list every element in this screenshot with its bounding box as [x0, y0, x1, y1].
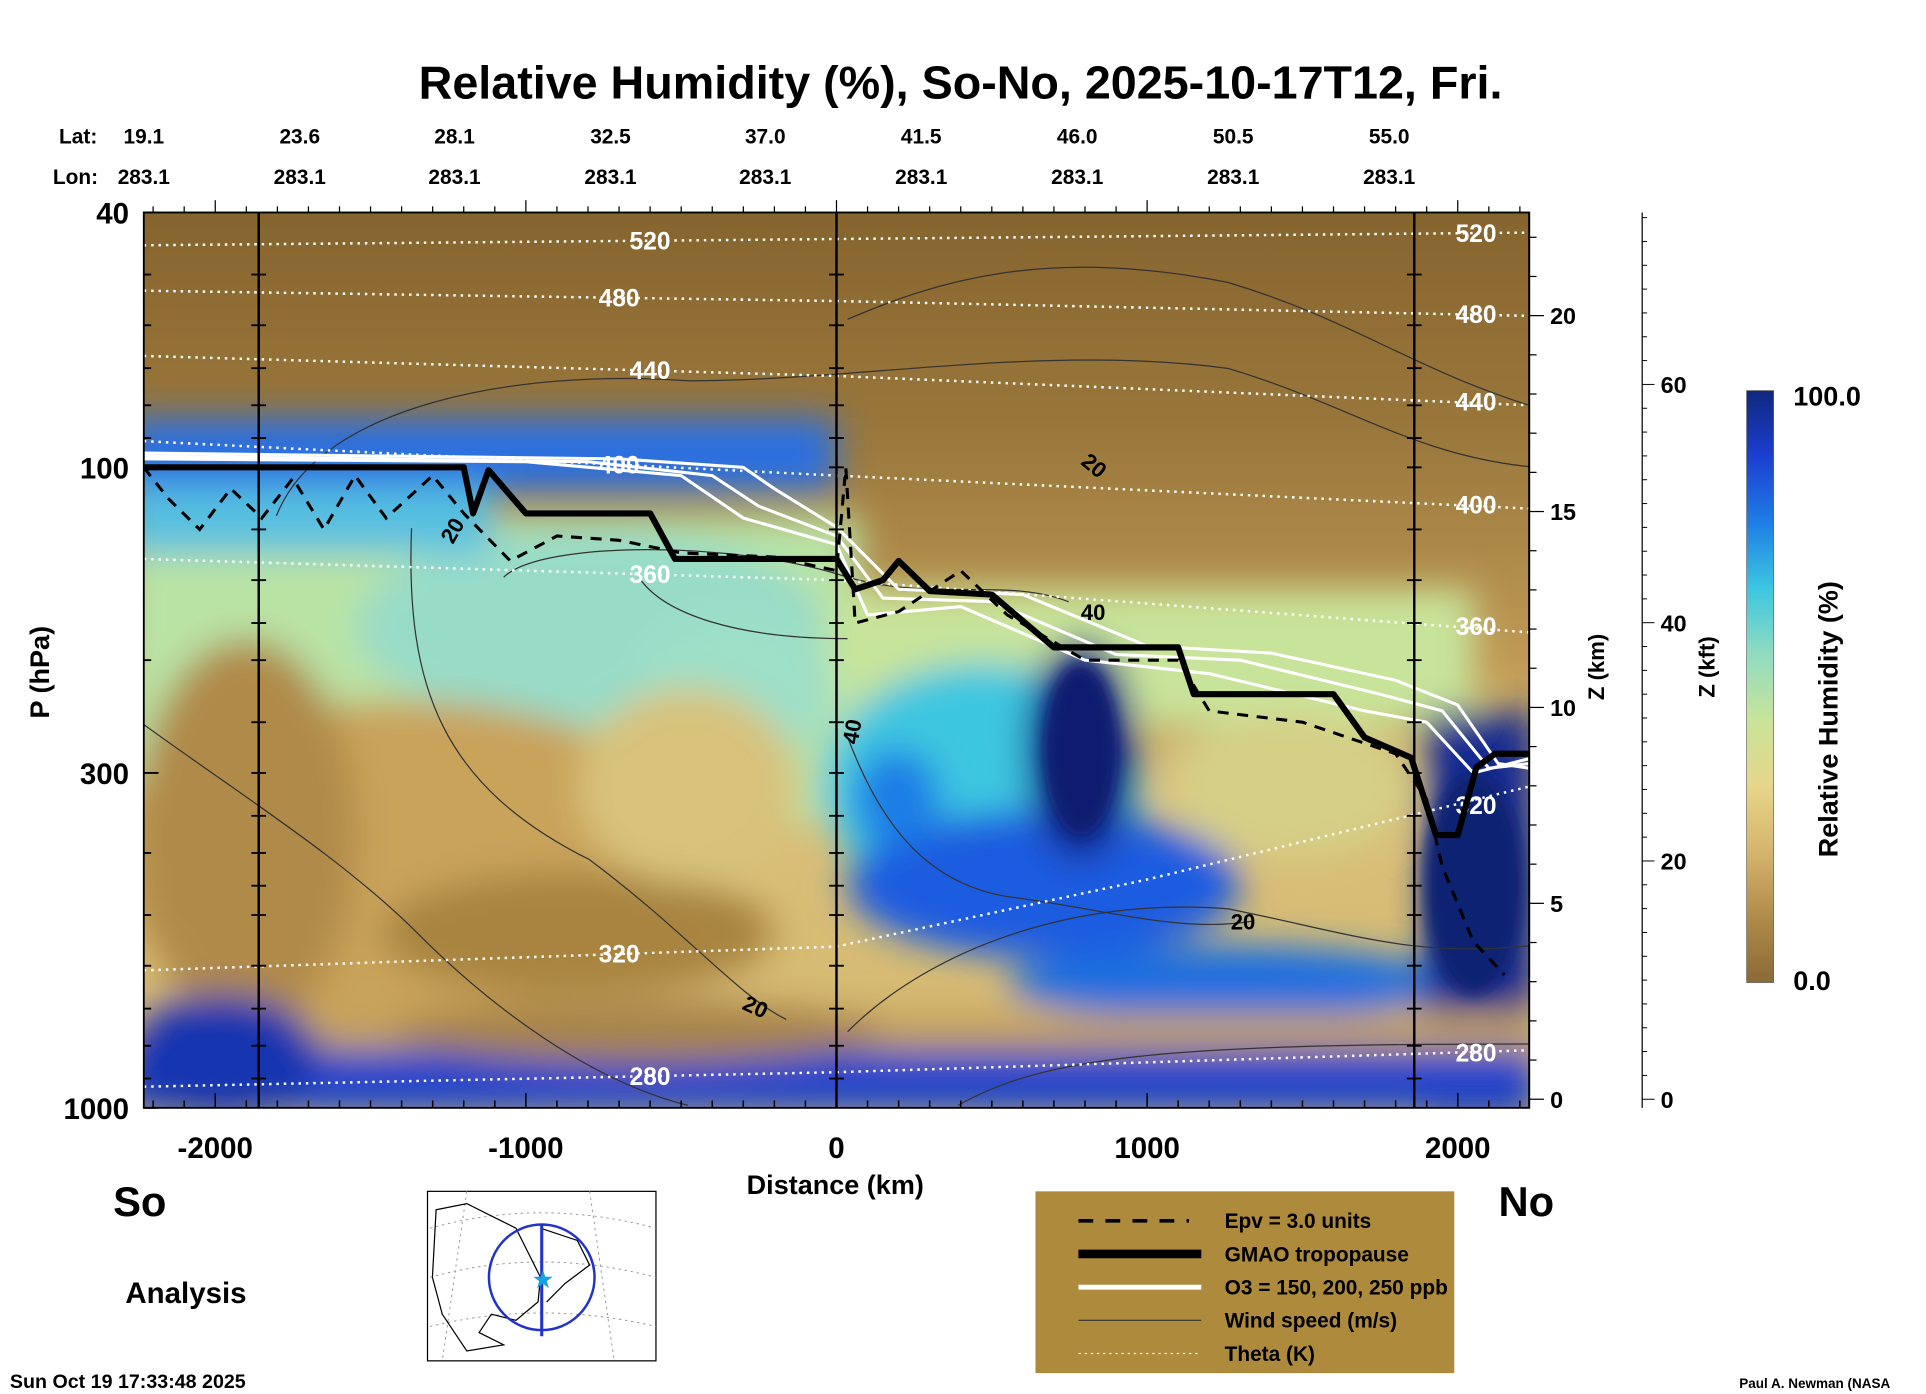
lon-value: 283.1: [428, 166, 481, 189]
theta-label: 280: [1456, 1040, 1497, 1067]
y-axis-label: P (hPa): [25, 626, 55, 719]
lon-value: 283.1: [118, 166, 171, 189]
wind-label: 20: [1231, 910, 1256, 935]
legend-label: Wind speed (m/s): [1225, 1310, 1398, 1333]
x-tick-label: -1000: [488, 1132, 563, 1165]
theta-label: 400: [1456, 493, 1497, 520]
lon-value: 283.1: [1363, 166, 1416, 189]
theta-label: 360: [1456, 614, 1497, 641]
ozone-line: [143, 457, 1530, 775]
legend-label: Theta (K): [1225, 1343, 1315, 1366]
z-kft-tick-label: 60: [1661, 372, 1687, 398]
lon-value: 283.1: [1207, 166, 1260, 189]
wind-label: 40: [1081, 600, 1106, 625]
colorbar-min: 0.0: [1793, 966, 1831, 996]
z-km-label: Z (km): [1584, 634, 1609, 700]
theta-label: 360: [630, 562, 671, 589]
z-kft-tick-label: 20: [1661, 849, 1687, 875]
y-tick-label: 300: [80, 758, 129, 791]
ozone-line: [143, 451, 1530, 770]
legend-label: O3 = 150, 200, 250 ppb: [1225, 1277, 1448, 1300]
y-tick-label: 100: [80, 452, 129, 485]
legend-label: Epv = 3.0 units: [1225, 1210, 1372, 1233]
lat-value: 19.1: [123, 126, 164, 149]
south-label: So: [113, 1178, 166, 1225]
lat-value: 23.6: [279, 126, 320, 149]
axes: 40 100 300 1000 -2000 -1000 0 1000 2000 0 5 10 15 20 0…: [63, 198, 1686, 1166]
lat-lon-header: Lat: Lon: 19.1 23.6 28.1 32.5 37.0 41.5 46.0 50…: [53, 126, 1416, 190]
lat-value: 41.5: [901, 126, 942, 149]
x-tick-label: 2000: [1425, 1132, 1491, 1165]
legend: Epv = 3.0 units GMAO tropopause O3 = 150…: [1035, 1191, 1455, 1374]
lat-value: 46.0: [1057, 126, 1098, 149]
z-km-tick-label: 20: [1550, 303, 1576, 329]
colorbar-bar: [1746, 390, 1774, 983]
colorbar-max: 100.0: [1793, 381, 1861, 411]
theta-line: [143, 785, 1530, 972]
continent-outline: [431, 1202, 542, 1352]
center-star-icon: ★: [533, 1267, 553, 1292]
z-kft-tick-label: 0: [1661, 1087, 1674, 1113]
timestamp: Sun Oct 19 17:33:48 2025: [10, 1371, 246, 1393]
x-tick-label: 0: [828, 1132, 844, 1165]
lat-value: 28.1: [434, 126, 475, 149]
credit: Paul A. Newman (NASA: [1739, 1376, 1890, 1391]
lat-value: 37.0: [745, 126, 786, 149]
theta-label: 480: [1456, 302, 1497, 329]
x-tick-label: 1000: [1114, 1132, 1180, 1165]
lat-value: 32.5: [590, 126, 631, 149]
analysis-label: Analysis: [125, 1277, 246, 1310]
lon-value: 283.1: [584, 166, 637, 189]
colorbar: 100.0 0.0 Relative Humidity (%): [1746, 381, 1861, 996]
y-tick-label: 1000: [63, 1093, 129, 1126]
theta-label: 520: [1456, 221, 1497, 248]
location-map-inset: ★: [426, 1190, 657, 1362]
lat-label: Lat:: [59, 126, 97, 149]
z-km-tick-label: 5: [1550, 891, 1563, 917]
theta-label: 440: [630, 358, 671, 385]
legend-label: GMAO tropopause: [1225, 1243, 1409, 1266]
theta-label: 480: [599, 285, 640, 312]
theta-label: 320: [599, 942, 640, 969]
theta-label: 440: [1456, 390, 1497, 417]
lat-value: 55.0: [1369, 126, 1410, 149]
theta-label: 520: [630, 228, 671, 255]
x-axis-label: Distance (km): [747, 1170, 924, 1200]
lon-value: 283.1: [274, 166, 327, 189]
z-kft-tick-label: 40: [1661, 610, 1687, 636]
lon-value: 283.1: [1051, 166, 1104, 189]
chart-title: Relative Humidity (%), So-No, 2025-10-17…: [419, 56, 1503, 108]
z-km-tick-label: 15: [1550, 499, 1576, 525]
z-km-tick-label: 10: [1550, 695, 1576, 721]
z-km-tick-label: 0: [1550, 1087, 1563, 1113]
wind-speed-contours: [143, 266, 1530, 1106]
lon-value: 283.1: [739, 166, 792, 189]
north-label: No: [1498, 1178, 1554, 1225]
lon-value: 283.1: [895, 166, 948, 189]
x-tick-label: -2000: [178, 1132, 253, 1165]
lat-value: 50.5: [1213, 126, 1254, 149]
lon-label: Lon:: [53, 166, 98, 189]
colorbar-label: Relative Humidity (%): [1813, 581, 1843, 857]
theta-label: 280: [630, 1064, 671, 1091]
z-kft-label: Z (kft): [1695, 636, 1720, 697]
tropopause-line: [143, 464, 1530, 839]
y-tick-label: 40: [96, 198, 129, 231]
